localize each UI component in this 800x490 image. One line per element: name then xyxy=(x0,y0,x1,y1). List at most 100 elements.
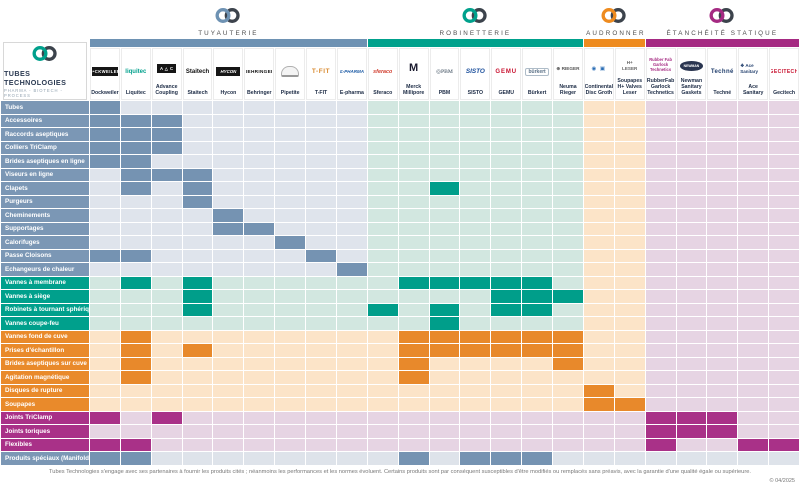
brand-logo-icon: liquitec xyxy=(125,68,147,75)
matrix-cell xyxy=(306,290,336,303)
matrix-cell xyxy=(460,195,491,208)
matrix-cell xyxy=(583,290,614,303)
matrix-cell xyxy=(460,155,491,168)
matrix-cell xyxy=(306,114,336,127)
matrix-cell xyxy=(275,155,306,168)
matrix-cell xyxy=(460,357,491,370)
row-label: Echangeurs de chaleur xyxy=(1,263,89,276)
matrix-cell xyxy=(676,182,707,195)
matrix-cell xyxy=(336,128,367,141)
matrix-cell xyxy=(398,263,429,276)
matrix-cell xyxy=(491,114,522,127)
matrix-cell xyxy=(676,330,707,343)
matrix-cell xyxy=(645,357,676,370)
matrix-cell xyxy=(553,411,583,424)
matrix-cell xyxy=(182,411,213,424)
matrix-cell xyxy=(336,452,367,465)
matrix-cell xyxy=(491,209,522,222)
matrix-cell xyxy=(429,438,460,451)
matrix-cell xyxy=(90,303,120,316)
matrix-cell xyxy=(769,263,799,276)
row-label: Prises d'échantillon xyxy=(1,344,89,357)
matrix-cell xyxy=(90,344,120,357)
matrix-cell xyxy=(244,141,275,154)
column-header: Staitech Staitech xyxy=(182,48,213,100)
row-label: Joints toriques xyxy=(1,425,89,438)
matrix-cell xyxy=(738,168,769,181)
brand-label: T-FIT xyxy=(314,90,328,97)
matrix-cell xyxy=(614,263,645,276)
matrix-cell xyxy=(151,317,182,330)
matrix-cell xyxy=(182,249,213,262)
matrix-cell xyxy=(120,398,151,411)
brand-logo-icon: Ɛ-PHARMA xyxy=(339,69,364,75)
matrix-cell xyxy=(583,249,614,262)
matrix-cell xyxy=(676,222,707,235)
matrix-cell xyxy=(182,357,213,370)
matrix-cell xyxy=(244,101,275,114)
matrix-cell xyxy=(645,249,676,262)
matrix-cell xyxy=(583,452,614,465)
matrix-cell xyxy=(429,371,460,384)
matrix-cell xyxy=(275,222,306,235)
row-label: Supportages xyxy=(1,222,89,235)
matrix-cell xyxy=(583,330,614,343)
matrix-cell xyxy=(614,182,645,195)
matrix-cell xyxy=(738,182,769,195)
matrix-cell xyxy=(738,128,769,141)
matrix-cell xyxy=(275,438,306,451)
brand-logo-icon: T-FIT xyxy=(311,68,331,76)
matrix-cell xyxy=(336,425,367,438)
brand-label: Dockweiler xyxy=(91,90,119,97)
matrix-cell xyxy=(491,398,522,411)
matrix-cell xyxy=(244,114,275,127)
section-title: ÉTANCHÉITÉ STATIQUE xyxy=(666,30,779,37)
section-infinity-icon xyxy=(460,6,490,30)
matrix-cell xyxy=(275,209,306,222)
matrix-cell xyxy=(769,290,799,303)
matrix-cell xyxy=(707,209,738,222)
matrix-cell xyxy=(151,182,182,195)
matrix-cell xyxy=(151,452,182,465)
section-header-1: ROBINETTERIE xyxy=(368,2,583,38)
matrix-cell xyxy=(645,290,676,303)
brand-logo-icon: ❖ Ace Sanitary xyxy=(740,63,759,75)
matrix-cell xyxy=(769,141,799,154)
matrix-cell xyxy=(306,398,336,411)
matrix-cell xyxy=(120,276,151,289)
matrix-cell xyxy=(90,222,120,235)
matrix-cell xyxy=(522,344,553,357)
matrix-cell xyxy=(645,371,676,384)
matrix-cell xyxy=(769,452,799,465)
matrix-cell xyxy=(707,195,738,208)
matrix-cell xyxy=(738,452,769,465)
matrix-cell xyxy=(398,290,429,303)
column-header: NEWMAN Newman Sanitary Gaskets xyxy=(676,48,707,100)
matrix-cell xyxy=(583,263,614,276)
matrix-cell xyxy=(738,411,769,424)
column-header: ❖ Ace Sanitary Ace Sanitary xyxy=(738,48,769,100)
matrix-cell xyxy=(614,330,645,343)
matrix-cell xyxy=(553,263,583,276)
matrix-cell xyxy=(583,384,614,397)
matrix-cell xyxy=(429,195,460,208)
matrix-cell xyxy=(614,398,645,411)
brand-logo-icon: D•CKWEILER xyxy=(92,67,118,77)
matrix-cell xyxy=(491,222,522,235)
matrix-cell xyxy=(614,357,645,370)
matrix-cell xyxy=(120,384,151,397)
matrix-cell xyxy=(182,141,213,154)
matrix-cell xyxy=(553,182,583,195)
matrix-cell xyxy=(460,249,491,262)
matrix-cell xyxy=(90,438,120,451)
matrix-cell xyxy=(676,236,707,249)
matrix-cell xyxy=(707,384,738,397)
brand-label: Newman Sanitary Gaskets xyxy=(680,78,703,97)
matrix-cell xyxy=(182,236,213,249)
matrix-cell xyxy=(90,263,120,276)
matrix-cell xyxy=(676,425,707,438)
brand-logo-icon: BEHRINGER xyxy=(246,69,272,75)
matrix-cell xyxy=(553,452,583,465)
matrix-cell xyxy=(90,114,120,127)
matrix-cell xyxy=(460,114,491,127)
